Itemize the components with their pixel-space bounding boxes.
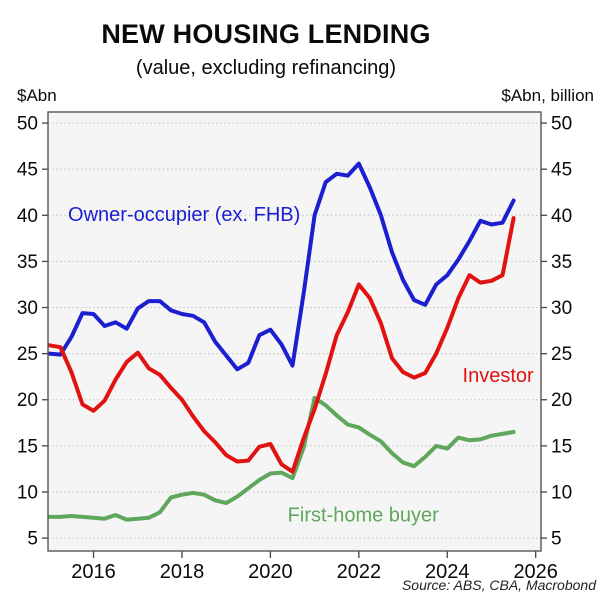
y-axis-label-left: 5: [27, 529, 38, 550]
x-axis-label: 2016: [71, 561, 116, 583]
series-label-first-home-buyer: First-home buyer: [288, 504, 439, 526]
x-axis-label: 2018: [160, 561, 205, 583]
series-label-owner-occupier: Owner-occupier (ex. FHB): [68, 204, 300, 226]
y-axis-label-right: 30: [551, 298, 572, 319]
y-axis-label-left: 10: [17, 482, 38, 503]
y-axis-label-right: 40: [551, 206, 572, 227]
y-axis-label-left: 45: [17, 160, 38, 181]
source-text: Source: ABS, CBA, Macrobond: [401, 577, 596, 593]
y-axis-unit-left: $Abn: [17, 86, 57, 105]
chart-subtitle: (value, excluding refinancing): [135, 57, 397, 79]
series-line-first-home-buyer: [47, 395, 516, 522]
y-axis-label-left: 20: [17, 390, 38, 411]
y-axis-label-left: 50: [17, 114, 38, 135]
y-axis-label-left: 25: [17, 344, 38, 365]
y-axis-label-right: 15: [551, 436, 572, 457]
x-axis-label: 2026: [513, 561, 558, 583]
y-axis-label-right: 10: [551, 482, 572, 503]
y-axis-label-left: 30: [17, 298, 38, 319]
series-line-owner-occupier: [47, 161, 516, 372]
y-axis-label-right: 50: [551, 114, 572, 135]
y-axis-label-right: 45: [551, 160, 572, 181]
y-axis-label-right: 25: [551, 344, 572, 365]
y-axis-label-right: 20: [551, 390, 572, 411]
y-axis-label-right: 5: [551, 529, 562, 550]
plot-background: [48, 112, 541, 551]
y-axis-label-right: 35: [551, 252, 572, 273]
y-axis-label-left: 35: [17, 252, 38, 273]
y-axis-label-left: 15: [17, 436, 38, 457]
series-line-investor: [47, 216, 516, 474]
series-label-investor: Investor: [463, 365, 534, 387]
x-axis-label: 2024: [425, 561, 470, 583]
plot-frame: [47, 111, 542, 552]
x-axis-label: 2020: [248, 561, 293, 583]
x-axis-label: 2022: [337, 561, 382, 583]
y-axis-unit-right: $Abn, billion: [501, 86, 594, 105]
y-axis-label-left: 40: [17, 206, 38, 227]
chart-title: NEW HOUSING LENDING: [101, 19, 431, 49]
